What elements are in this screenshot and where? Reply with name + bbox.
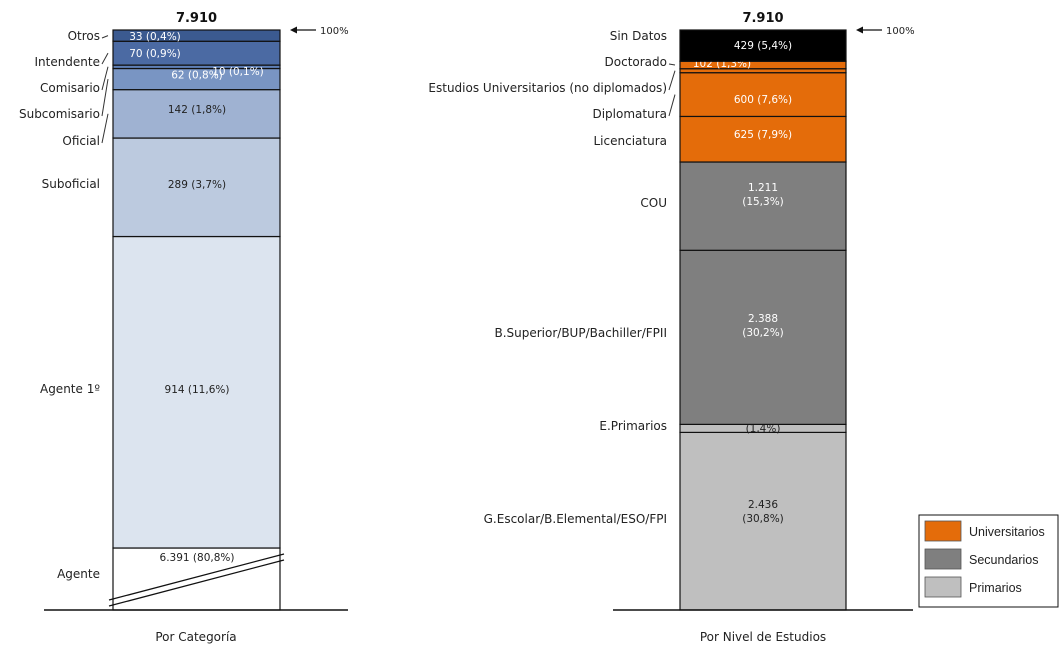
category-label: Subcomisario <box>19 107 100 121</box>
category-label: Sin Datos <box>610 29 667 43</box>
data-label: 10 (0,1%) <box>212 66 264 78</box>
bar-segment <box>679 29 847 62</box>
data-label: (1,4%) <box>746 423 781 435</box>
data-label: (30,8%) <box>742 513 784 525</box>
category-label: Estudios Universitarios (no diplomados) <box>428 81 667 95</box>
total-label: 7.910 <box>176 11 217 26</box>
leader-line <box>668 70 676 91</box>
data-label: 2.436 <box>748 499 778 511</box>
data-label: 429 (5,4%) <box>734 40 792 52</box>
data-label: 600 (7,6%) <box>734 94 792 106</box>
axis-break-line <box>108 553 285 601</box>
data-label: 6.391 (80,8%) <box>160 552 235 564</box>
data-label: (15,3%) <box>742 196 784 208</box>
legend-swatch <box>924 548 962 570</box>
data-label: 625 (7,9%) <box>734 129 792 141</box>
category-label: Otros <box>68 29 100 43</box>
leader-line <box>668 63 676 66</box>
bar-segment <box>679 431 847 611</box>
legend-entry-label: Primarios <box>969 581 1022 595</box>
leader-line <box>101 35 109 39</box>
data-label: 62 (0,8%) <box>171 70 223 82</box>
legend-swatch <box>924 576 962 598</box>
data-label: 70 (0,9%) <box>129 48 181 60</box>
bar-segment <box>112 547 281 611</box>
category-label: Licenciatura <box>594 134 668 148</box>
category-label: Oficial <box>62 134 100 148</box>
axis-title: Por Categoría <box>155 630 236 644</box>
category-label: COU <box>640 196 667 210</box>
leader-line <box>101 113 109 144</box>
bar-segment <box>679 161 847 251</box>
bar-segment <box>679 72 847 118</box>
leader-line <box>101 52 109 65</box>
category-label: Doctorado <box>605 55 667 69</box>
leader-line <box>668 94 676 117</box>
axis-title: Por Nivel de Estudios <box>700 630 826 644</box>
data-label: 2.388 <box>748 313 778 325</box>
data-label: 914 (11,6%) <box>165 384 230 396</box>
category-label: Comisario <box>40 81 100 95</box>
bar-segment <box>112 235 281 549</box>
category-label: G.Escolar/B.Elemental/ESO/FPI <box>484 512 667 526</box>
top-marker-label: 100% <box>320 26 349 37</box>
category-label: Agente 1º <box>40 382 100 396</box>
legend-swatch <box>924 520 962 542</box>
legend-entry-label: Secundarios <box>969 553 1039 567</box>
total-label: 7.910 <box>742 11 783 26</box>
top-arrow-head <box>290 26 297 34</box>
category-label: Suboficial <box>42 177 100 191</box>
category-label: B.Superior/BUP/Bachiller/FPII <box>494 326 667 340</box>
data-label: 142 (1,8%) <box>168 104 226 116</box>
data-label: (30,2%) <box>742 327 784 339</box>
leader-line <box>101 66 109 91</box>
category-label: Intendente <box>34 55 100 69</box>
data-label: 1.211 <box>748 182 778 194</box>
leader-line <box>101 78 109 117</box>
bar-segment <box>112 89 281 139</box>
top-arrow-head <box>856 26 863 34</box>
top-marker-label: 100% <box>886 26 915 37</box>
data-label: 289 (3,7%) <box>168 179 226 191</box>
bar-segment <box>679 249 847 425</box>
category-label: E.Primarios <box>599 419 667 433</box>
category-label: Diplomatura <box>592 107 667 121</box>
legend-entry-label: Universitarios <box>969 525 1045 539</box>
data-label: 33 (0,4%) <box>129 31 181 43</box>
axis-break-line <box>108 559 285 607</box>
category-label: Agente <box>57 567 100 581</box>
bar-segment <box>112 29 281 42</box>
